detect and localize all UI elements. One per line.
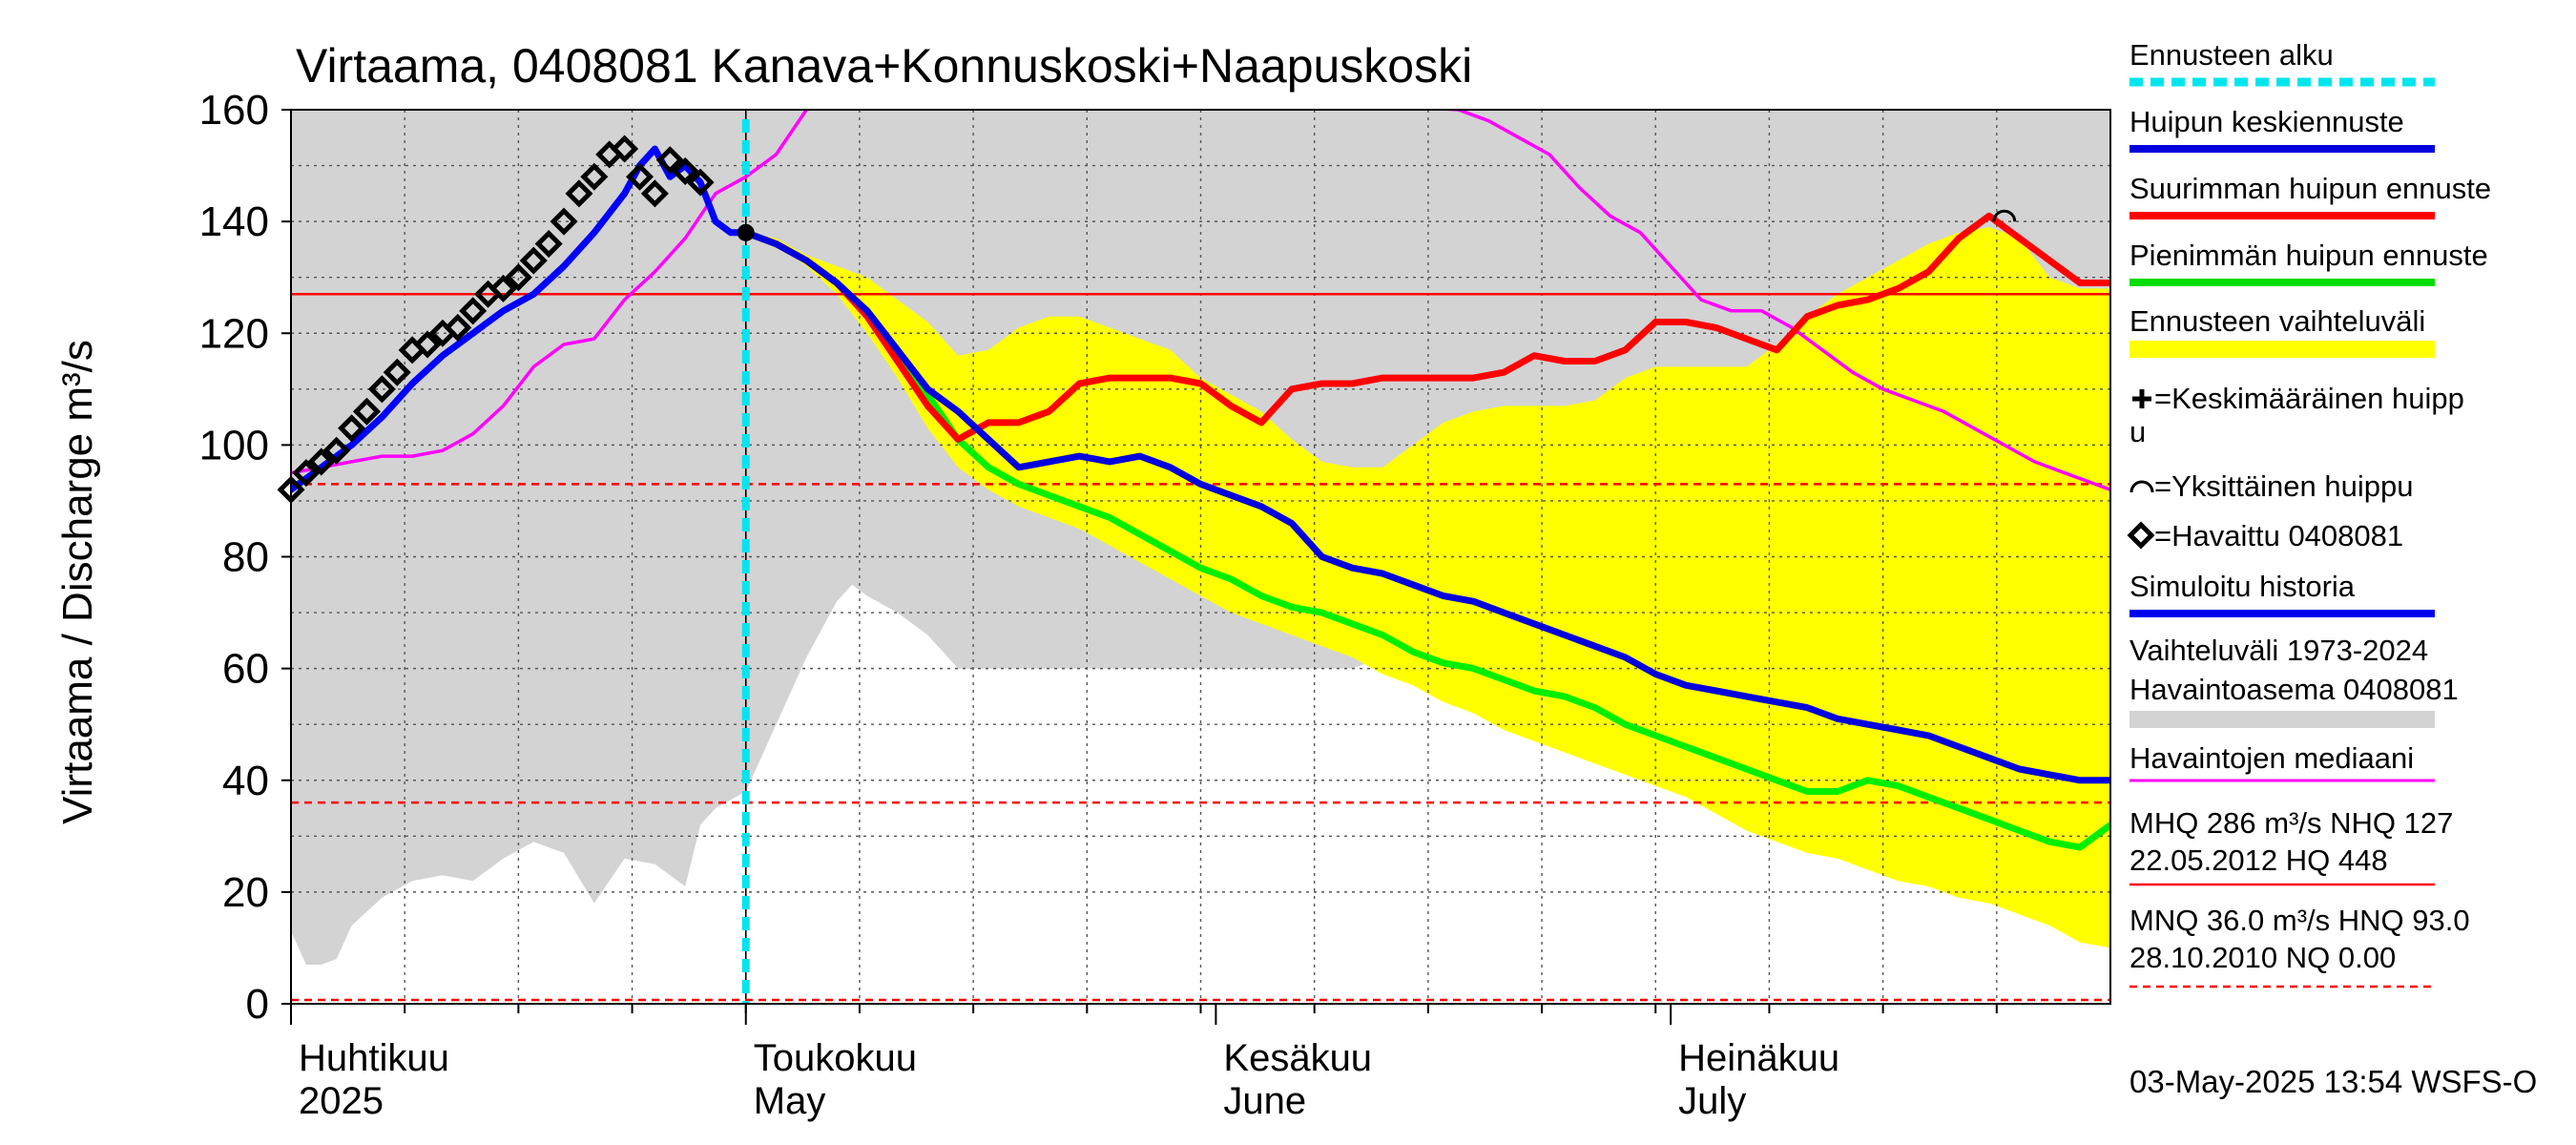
y-tick-label: 0 [246, 981, 269, 1028]
legend-label: Simuloitu historia [2129, 570, 2356, 603]
observed-point [655, 146, 684, 175]
single-peak-marker [1992, 209, 2017, 222]
observed-point [519, 246, 548, 275]
month-label-fi: Kesäkuu [1223, 1037, 1372, 1079]
y-tick-label: 140 [199, 198, 269, 245]
observed-point [640, 179, 669, 208]
month-label-en: 2025 [299, 1080, 384, 1122]
observed-point [565, 179, 593, 208]
observed-point [550, 207, 578, 236]
y-tick-label: 100 [199, 422, 269, 468]
observed-point [611, 135, 639, 163]
observed-point [488, 274, 518, 302]
observed-point [504, 263, 532, 292]
legend-label: =Havaittu 0408081 [2154, 519, 2403, 552]
legend-label: Ennusteen vaihteluväli [2129, 304, 2425, 338]
legend-label: Huipun keskiennuste [2129, 105, 2404, 138]
legend-swatch [2129, 711, 2435, 728]
mean-peak-cross-icon [2132, 389, 2151, 408]
observed-point [292, 459, 321, 488]
plot-area [277, 109, 2111, 1005]
legend-label: Ennusteen alku [2129, 38, 2334, 72]
single-peak-icon [2129, 480, 2154, 493]
observed-point [338, 414, 366, 443]
month-label-en: June [1223, 1080, 1306, 1122]
observed-point [459, 297, 488, 325]
simulated-history-line [291, 145, 750, 493]
forecast-start-dot [737, 223, 755, 241]
legend-label: MNQ 36.0 m³/s HNQ 93.0 [2129, 904, 2470, 937]
y-tick-label: 20 [222, 869, 269, 916]
observed-point [352, 397, 381, 426]
month-label-en: July [1678, 1080, 1746, 1122]
observed-point [444, 313, 472, 342]
legend-label: =Keskimääräinen huipp [2154, 382, 2464, 415]
observed-diamond-icon [2127, 521, 2155, 550]
legend-label: =Yksittäinen huippu [2154, 469, 2413, 503]
observed-point [367, 375, 396, 404]
y-axis-label: Virtaama / Discharge m³/s [54, 340, 101, 824]
legend-label: Havaintoasema 0408081 [2129, 673, 2459, 706]
legend-swatch [2129, 341, 2435, 358]
legend-label: Vaihteluväli 1973-2024 [2129, 634, 2428, 667]
y-tick-label: 40 [222, 758, 269, 804]
observed-point [625, 162, 654, 191]
legend-label: 28.10.2010 NQ 0.00 [2129, 941, 2396, 974]
legend-label: 22.05.2012 HQ 448 [2129, 843, 2388, 877]
timestamp-footer: 03-May-2025 13:54 WSFS-O [2129, 1064, 2537, 1099]
y-tick-label: 80 [222, 534, 269, 581]
legend-label: Suurimman huipun ennuste [2129, 172, 2491, 205]
mean-peak-forecast-line [742, 229, 2110, 784]
y-tick-label: 120 [199, 310, 269, 357]
legend-label: Havaintojen mediaani [2129, 741, 2414, 775]
observed-point [534, 230, 563, 259]
observed-point [686, 168, 715, 197]
legend-label: MHQ 286 m³/s NHQ 127 [2129, 806, 2453, 840]
min-peak-forecast-line [742, 229, 2110, 851]
observed-point [413, 330, 442, 359]
y-tick-label: 160 [199, 87, 269, 134]
median-line [291, 110, 2110, 491]
legend: Ennusteen alku Huipun keskiennuste Suurimm… [2127, 38, 2491, 989]
month-label-en: May [754, 1080, 826, 1122]
y-tick-label: 60 [222, 646, 269, 693]
month-label-fi: Huhtikuu [299, 1037, 449, 1079]
legend-label: Pienimmän huipun ennuste [2129, 239, 2488, 272]
chart-title: Virtaama, 0408081 Kanava+Konnuskoski+Naa… [296, 39, 1472, 93]
observed-point [307, 448, 336, 476]
observed-point [671, 156, 699, 185]
observed-point [322, 436, 351, 465]
legend-label: u [2129, 415, 2146, 448]
observed-point [383, 358, 411, 386]
observed-point [580, 162, 609, 191]
month-label-fi: Heinäkuu [1678, 1037, 1839, 1079]
month-label-fi: Toukokuu [754, 1037, 917, 1079]
